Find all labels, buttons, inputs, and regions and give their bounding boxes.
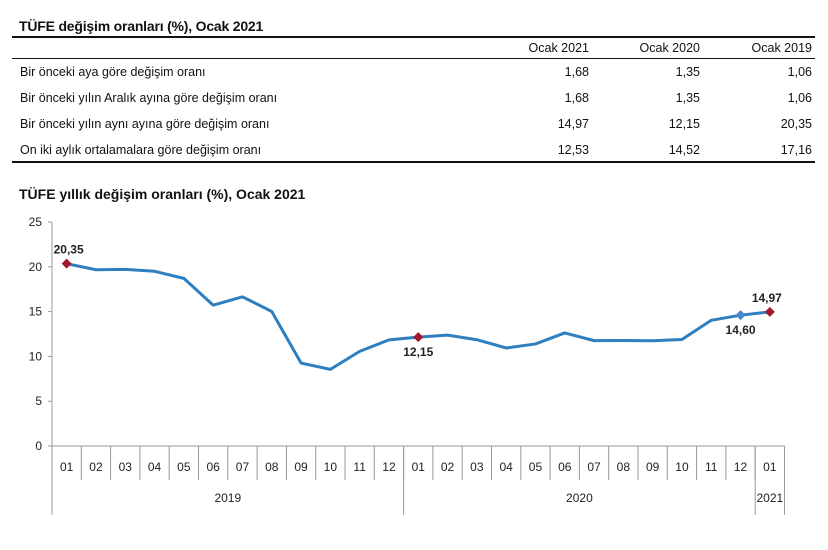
x-tick-label: 05	[177, 460, 191, 474]
year-label: 2021	[756, 491, 783, 505]
cell-value: 1,68	[564, 65, 589, 79]
x-tick-label: 03	[119, 460, 133, 474]
data-point-marker	[764, 306, 775, 317]
y-tick-label: 10	[29, 349, 43, 363]
y-tick-label: 20	[29, 260, 43, 274]
table-title: TÜFE değişim oranları (%), Ocak 2021	[19, 18, 264, 34]
row-label: Bir önceki yılın Aralık ayına göre değiş…	[20, 91, 278, 105]
x-tick-label: 03	[470, 460, 484, 474]
cell-value: 1,35	[675, 91, 700, 105]
column-header: Ocak 2021	[528, 41, 589, 55]
x-tick-label: 09	[646, 460, 660, 474]
x-tick-label: 07	[236, 460, 250, 474]
cell-value: 14,52	[668, 143, 700, 157]
year-label: 2019	[214, 491, 241, 505]
x-tick-label: 12	[734, 460, 748, 474]
cell-value: 1,35	[675, 65, 700, 79]
x-tick-label: 11	[705, 460, 718, 474]
data-point-marker	[61, 258, 72, 269]
x-tick-label: 09	[294, 460, 308, 474]
x-tick-label: 06	[558, 460, 572, 474]
x-tick-label: 02	[441, 460, 455, 474]
cell-value: 14,97	[557, 117, 589, 131]
cell-value: 1,06	[787, 91, 812, 105]
column-header: Ocak 2019	[751, 41, 812, 55]
cell-value: 1,68	[564, 91, 589, 105]
x-tick-label: 08	[265, 460, 279, 474]
row-label: On iki aylık ortalamalara göre değişim o…	[20, 143, 262, 157]
data-label: 12,15	[403, 345, 433, 359]
cell-value: 12,15	[668, 117, 700, 131]
x-tick-label: 01	[763, 460, 777, 474]
table-row: Bir önceki yılın aynı ayına göre değişim…	[12, 111, 815, 137]
table-row: Bir önceki aya göre değişim oranı 1,68 1,3…	[12, 59, 815, 85]
x-tick-label: 10	[324, 460, 338, 474]
x-tick-label: 04	[148, 460, 162, 474]
x-tick-label: 05	[529, 460, 543, 474]
data-label: 14,60	[726, 323, 756, 337]
table-header: Ocak 2021 Ocak 2020 Ocak 2019	[12, 38, 815, 59]
x-tick-label: 08	[617, 460, 631, 474]
cell-value: 17,16	[780, 143, 812, 157]
cell-value: 20,35	[780, 117, 812, 131]
x-tick-label: 06	[206, 460, 220, 474]
data-label: 14,97	[752, 291, 782, 305]
table-row: On iki aylık ortalamalara göre değişim o…	[12, 137, 815, 161]
data-point-marker	[735, 310, 746, 321]
table-row: Bir önceki yılın Aralık ayına göre değiş…	[12, 85, 815, 111]
x-tick-label: 10	[675, 460, 689, 474]
cell-value: 12,53	[557, 143, 589, 157]
y-tick-label: 5	[35, 394, 42, 408]
row-label: Bir önceki aya göre değişim oranı	[20, 65, 206, 79]
row-label: Bir önceki yılın aynı ayına göre değişim…	[20, 117, 270, 131]
y-tick-label: 0	[35, 439, 42, 453]
cell-value: 1,06	[787, 65, 812, 79]
x-tick-label: 11	[353, 460, 366, 474]
x-tick-label: 12	[382, 460, 396, 474]
x-tick-label: 01	[60, 460, 74, 474]
x-tick-label: 01	[412, 460, 426, 474]
inflation-table: Ocak 2021 Ocak 2020 Ocak 2019 Bir önceki…	[12, 36, 815, 163]
data-label: 20,35	[54, 243, 84, 257]
year-label: 2020	[566, 491, 593, 505]
x-tick-label: 04	[499, 460, 513, 474]
data-point-marker	[413, 332, 424, 343]
column-header: Ocak 2020	[639, 41, 700, 55]
y-tick-label: 25	[29, 215, 43, 229]
y-tick-label: 15	[29, 305, 43, 319]
x-tick-label: 07	[587, 460, 601, 474]
chart-title: TÜFE yıllık değişim oranları (%), Ocak 2…	[19, 186, 306, 202]
x-tick-label: 02	[89, 460, 103, 474]
